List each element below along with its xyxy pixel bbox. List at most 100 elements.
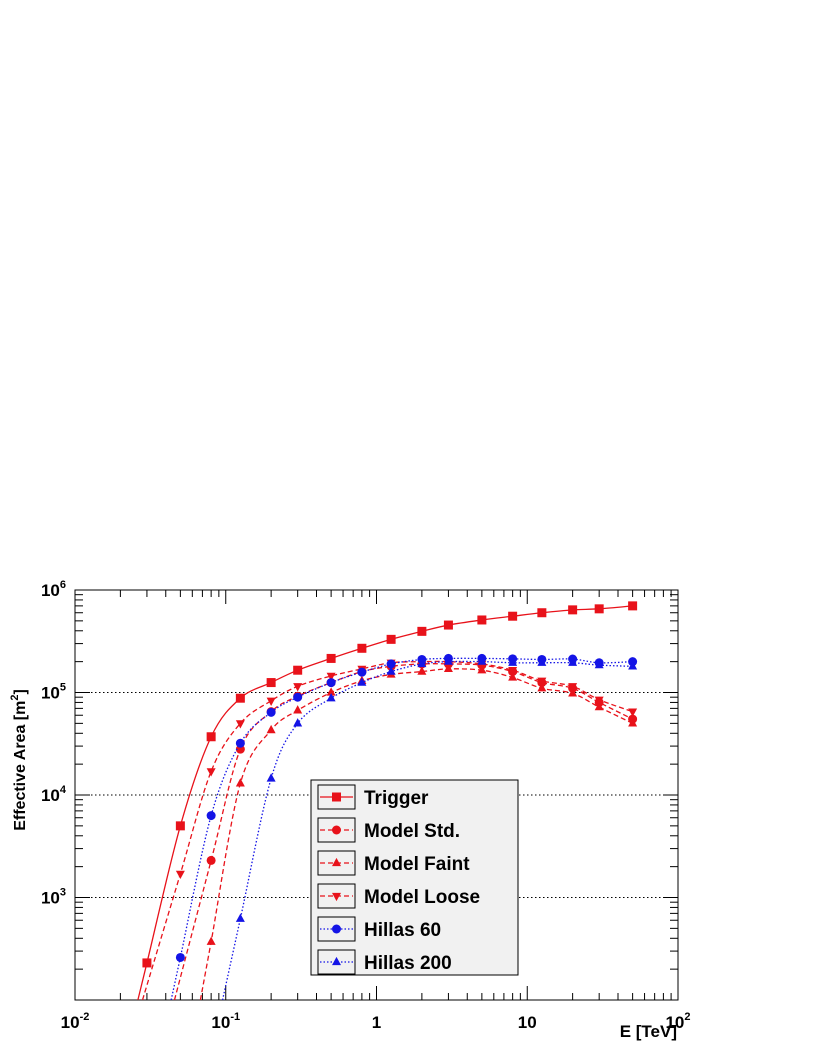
data-point xyxy=(206,732,216,742)
data-point xyxy=(235,778,245,787)
legend: Trigger Model Std. Model Faint Model Loose H… xyxy=(310,779,519,976)
data-point xyxy=(142,958,152,968)
x-tick-label-base: 10 xyxy=(665,1013,684,1032)
data-point xyxy=(386,666,396,675)
data-point xyxy=(628,601,638,611)
legend-marker xyxy=(332,924,341,934)
data-point xyxy=(357,667,367,677)
series-line xyxy=(173,663,633,1001)
x-tick-label-exp: 2 xyxy=(684,1011,690,1023)
data-point xyxy=(235,693,245,703)
series-line xyxy=(170,657,633,1001)
data-point xyxy=(568,683,578,692)
y-tick-label-exp: 4 xyxy=(60,784,67,796)
legend-label: Model Loose xyxy=(364,887,480,908)
data-point xyxy=(293,683,303,692)
y-axis-title-main: Effective Area [m xyxy=(12,701,29,831)
x-tick-label-base: 10 xyxy=(61,1013,80,1032)
legend-marker xyxy=(332,792,341,802)
x-axis-title: E [TeV] xyxy=(620,1022,677,1041)
y-tick-label-base: 10 xyxy=(41,684,60,703)
data-point xyxy=(326,678,336,688)
data-point xyxy=(417,658,427,668)
x-tick-label-base: 1 xyxy=(372,1013,381,1032)
legend-swatch-box xyxy=(317,883,356,909)
data-point xyxy=(235,913,245,922)
data-point xyxy=(594,701,604,711)
legend-marker xyxy=(332,956,341,966)
data-point xyxy=(326,653,336,663)
data-point xyxy=(508,672,518,681)
data-point xyxy=(508,657,518,666)
data-point xyxy=(386,634,396,644)
data-point xyxy=(293,718,303,727)
data-point xyxy=(508,667,518,676)
legend-label: Hillas 60 xyxy=(364,920,441,941)
data-point xyxy=(477,615,487,625)
y-tick-label: 103 xyxy=(41,887,66,908)
legend-swatch-box xyxy=(317,916,356,942)
series-line xyxy=(141,660,633,1001)
data-point xyxy=(175,952,185,962)
data-point xyxy=(537,683,547,692)
data-point xyxy=(326,693,336,702)
legend-swatch-box xyxy=(317,817,356,843)
data-point xyxy=(266,707,276,717)
series-hillas-200 xyxy=(221,656,638,1001)
data-point xyxy=(206,936,216,945)
data-point xyxy=(628,708,638,717)
legend-marker xyxy=(332,825,341,835)
data-point xyxy=(568,657,578,666)
data-point xyxy=(568,605,578,615)
y-axis-title-close: ] xyxy=(12,689,29,694)
y-tick-label-base: 10 xyxy=(41,786,60,805)
y-axis-title: Effective Area [m2] xyxy=(9,689,29,831)
data-point xyxy=(386,659,396,669)
data-point xyxy=(175,821,185,831)
series-line xyxy=(221,660,633,1001)
x-tick-label-base: 10 xyxy=(211,1013,230,1032)
data-point xyxy=(293,665,303,675)
y-axis-title-sup: 2 xyxy=(9,695,21,701)
data-point xyxy=(537,677,547,686)
data-point xyxy=(594,659,604,669)
y-tick-label-exp: 5 xyxy=(60,682,66,694)
data-point xyxy=(417,626,427,636)
data-point xyxy=(628,718,638,727)
data-point xyxy=(537,657,547,666)
x-tick-label: 1 xyxy=(372,1013,381,1032)
legend-label: Model Std. xyxy=(364,821,460,842)
data-point xyxy=(443,620,453,630)
data-point xyxy=(508,611,518,621)
y-tick-label: 106 xyxy=(41,579,66,600)
data-point xyxy=(537,608,547,618)
legend-marker xyxy=(332,857,341,867)
x-tick-label-exp: -1 xyxy=(230,1011,240,1023)
legend-box xyxy=(310,779,519,976)
data-point xyxy=(206,811,216,821)
data-point xyxy=(266,724,276,734)
legend-swatch-box xyxy=(317,949,356,975)
legend-label: Model Faint xyxy=(364,854,470,875)
data-point xyxy=(266,697,276,706)
data-point xyxy=(628,661,638,670)
data-point xyxy=(357,677,367,686)
legend-label: Trigger xyxy=(364,788,429,809)
data-point xyxy=(206,768,216,777)
data-point xyxy=(568,688,578,697)
x-tick-label-exp: -2 xyxy=(80,1011,90,1023)
y-tick-label-exp: 6 xyxy=(60,579,66,591)
data-point xyxy=(266,773,276,782)
data-point xyxy=(443,663,453,673)
data-point xyxy=(477,656,487,665)
series-layer xyxy=(137,601,638,1001)
data-point xyxy=(266,678,276,688)
data-point xyxy=(443,656,453,665)
x-tick-label: 102 xyxy=(665,1011,690,1032)
x-tick-label: 10-2 xyxy=(61,1011,90,1032)
y-tick-label: 104 xyxy=(41,784,67,805)
data-point xyxy=(293,705,303,714)
x-tick-label: 10-1 xyxy=(211,1011,240,1032)
x-tick-label-base: 10 xyxy=(518,1013,537,1032)
